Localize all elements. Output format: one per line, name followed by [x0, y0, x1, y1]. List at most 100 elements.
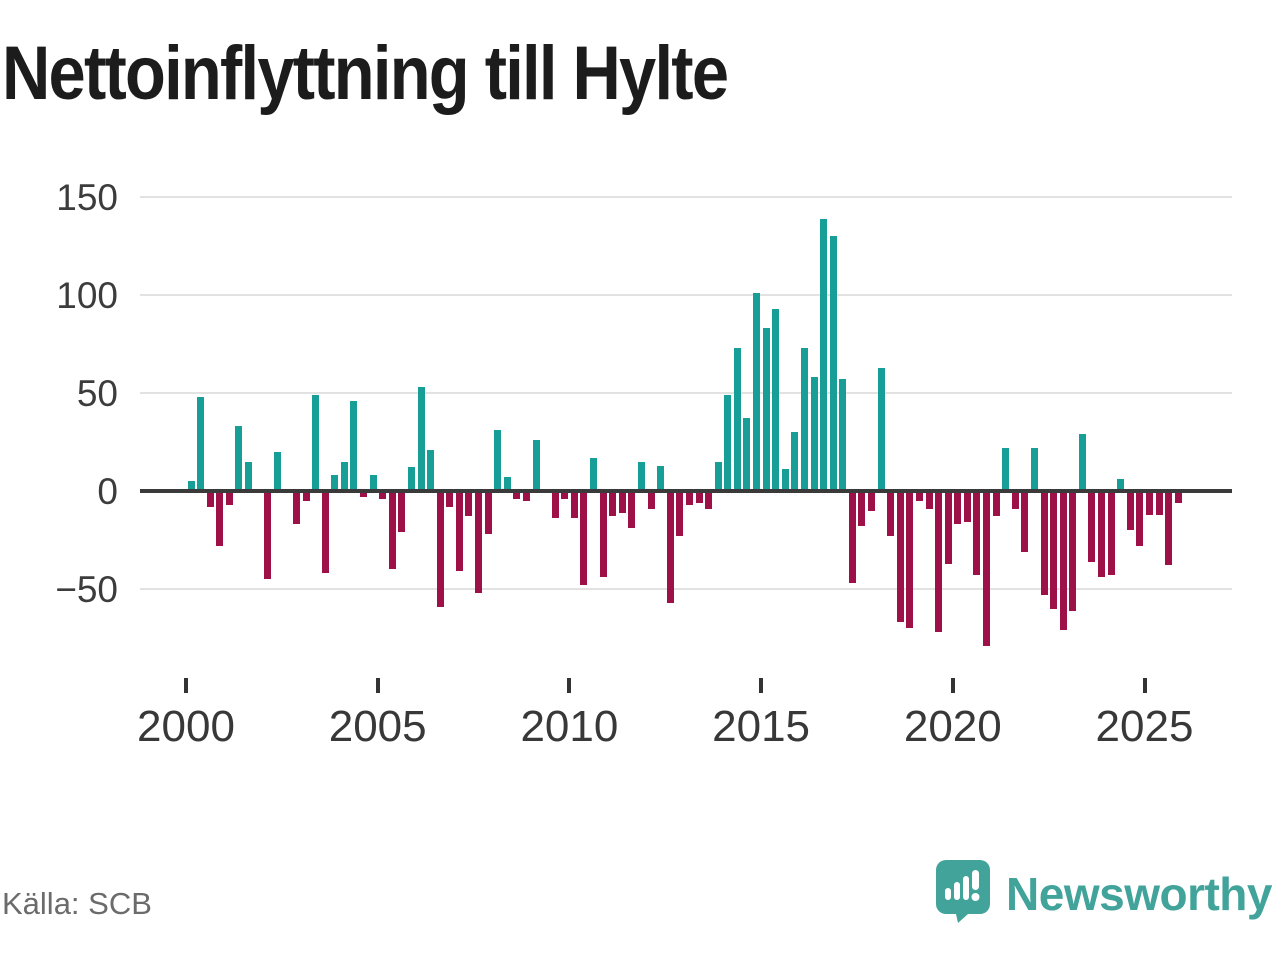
bar-2020Q4 [983, 491, 991, 646]
bar-2007Q1 [455, 491, 463, 572]
bar-2010Q1 [570, 491, 578, 519]
brand-wordmark: Newsworthy [1006, 867, 1272, 920]
bar-2014Q3 [743, 418, 751, 491]
bar-2017Q4 [868, 491, 876, 511]
bar-2012Q4 [676, 491, 684, 537]
y-tick-label-0: 0 [97, 471, 118, 512]
bar-2018Q3 [896, 491, 904, 623]
bar-2004Q3 [360, 491, 368, 497]
bar-2013Q3 [705, 491, 713, 509]
bar-2000Q1 [187, 481, 195, 491]
bar-2003Q3 [321, 491, 329, 574]
bar-2024Q4 [1136, 491, 1144, 546]
x-tick-2010 [567, 678, 572, 693]
bar-2007Q3 [475, 491, 483, 593]
y-tick-label-150: 150 [56, 177, 118, 218]
bar-2025Q3 [1165, 491, 1173, 566]
bar-2008Q4 [522, 491, 530, 501]
bar-2009Q3 [551, 491, 559, 519]
bar-2022Q1 [1030, 447, 1038, 491]
bar-2020Q2 [963, 491, 971, 523]
bar-2013Q4 [714, 461, 722, 491]
x-tick-label-2015: 2015 [712, 702, 811, 751]
bar-2011Q1 [609, 491, 617, 517]
bar-2022Q3 [1050, 491, 1058, 609]
bar-2017Q3 [858, 491, 866, 527]
bar-2016Q2 [810, 377, 818, 491]
bar-2015Q3 [781, 469, 789, 491]
bar-2009Q1 [532, 440, 540, 491]
newsworthy-logo-icon [934, 858, 992, 929]
bar-2004Q1 [340, 461, 348, 491]
bar-2017Q1 [839, 379, 847, 491]
bar-2021Q1 [992, 491, 1000, 517]
gridline-y-150 [140, 196, 1232, 198]
bar-2006Q4 [446, 491, 454, 507]
bar-2000Q4 [216, 491, 224, 546]
bar-2016Q4 [829, 236, 837, 491]
bar-2020Q3 [973, 491, 981, 576]
bar-2001Q1 [225, 491, 233, 505]
y-tick-label-100: 100 [56, 275, 118, 316]
bar-2024Q1 [1107, 491, 1115, 576]
bar-2018Q1 [877, 367, 885, 491]
bar-2023Q1 [1069, 491, 1077, 611]
x-tick-label-2010: 2010 [520, 702, 619, 751]
x-axis-zero-line [140, 489, 1232, 493]
gridline-y--50 [140, 588, 1232, 590]
bar-2004Q4 [369, 475, 377, 491]
bar-2002Q4 [292, 491, 300, 525]
chart-title: Nettoinflyttning till Hylte [2, 31, 729, 116]
bar-2025Q4 [1174, 491, 1182, 503]
bar-2007Q4 [484, 491, 492, 535]
x-tick-label-2000: 2000 [137, 702, 235, 751]
bar-2007Q2 [465, 491, 473, 517]
bar-2020Q1 [954, 491, 962, 525]
bar-2005Q3 [398, 491, 406, 533]
x-tick-label-2020: 2020 [903, 702, 1002, 751]
bar-2021Q2 [1002, 447, 1010, 491]
bar-2008Q3 [513, 491, 521, 499]
x-tick-2025 [1142, 678, 1147, 693]
x-tick-2015 [759, 678, 764, 693]
bar-2024Q3 [1126, 491, 1134, 531]
bar-2006Q3 [436, 491, 444, 607]
bar-2022Q2 [1040, 491, 1048, 595]
bar-2024Q2 [1117, 479, 1125, 491]
bar-2000Q2 [197, 396, 205, 491]
bar-2019Q1 [915, 491, 923, 501]
bar-2014Q2 [733, 347, 741, 491]
bar-2021Q4 [1021, 491, 1029, 552]
bar-2013Q1 [685, 491, 693, 505]
x-tick-label-2025: 2025 [1095, 702, 1194, 751]
bar-2011Q3 [628, 491, 636, 529]
bar-2005Q1 [379, 491, 387, 499]
bar-2023Q2 [1078, 434, 1086, 491]
bar-2013Q2 [695, 491, 703, 503]
gridline-y-100 [140, 294, 1232, 296]
bar-2010Q3 [590, 457, 598, 491]
bar-2012Q3 [666, 491, 674, 603]
y-tick-label-50: 50 [76, 373, 118, 414]
bar-2003Q1 [302, 491, 310, 501]
bar-2003Q2 [312, 394, 320, 491]
bar-2010Q4 [599, 491, 607, 578]
bar-2011Q4 [637, 461, 645, 491]
source-caption: Källa: SCB [2, 886, 152, 921]
bar-2023Q4 [1098, 491, 1106, 578]
bar-2015Q1 [762, 328, 770, 491]
bar-2015Q2 [772, 308, 780, 491]
x-tick-label-2005: 2005 [328, 702, 427, 751]
bar-2015Q4 [791, 432, 799, 491]
x-tick-2005 [375, 678, 380, 693]
bar-2000Q3 [206, 491, 214, 507]
bar-2010Q2 [580, 491, 588, 586]
bar-2002Q1 [264, 491, 272, 580]
bar-2008Q1 [494, 430, 502, 491]
bar-2023Q3 [1088, 491, 1096, 562]
bar-2014Q1 [724, 394, 732, 491]
x-tick-2020 [950, 678, 955, 693]
bar-2006Q1 [417, 387, 425, 491]
bar-2001Q2 [235, 426, 243, 491]
